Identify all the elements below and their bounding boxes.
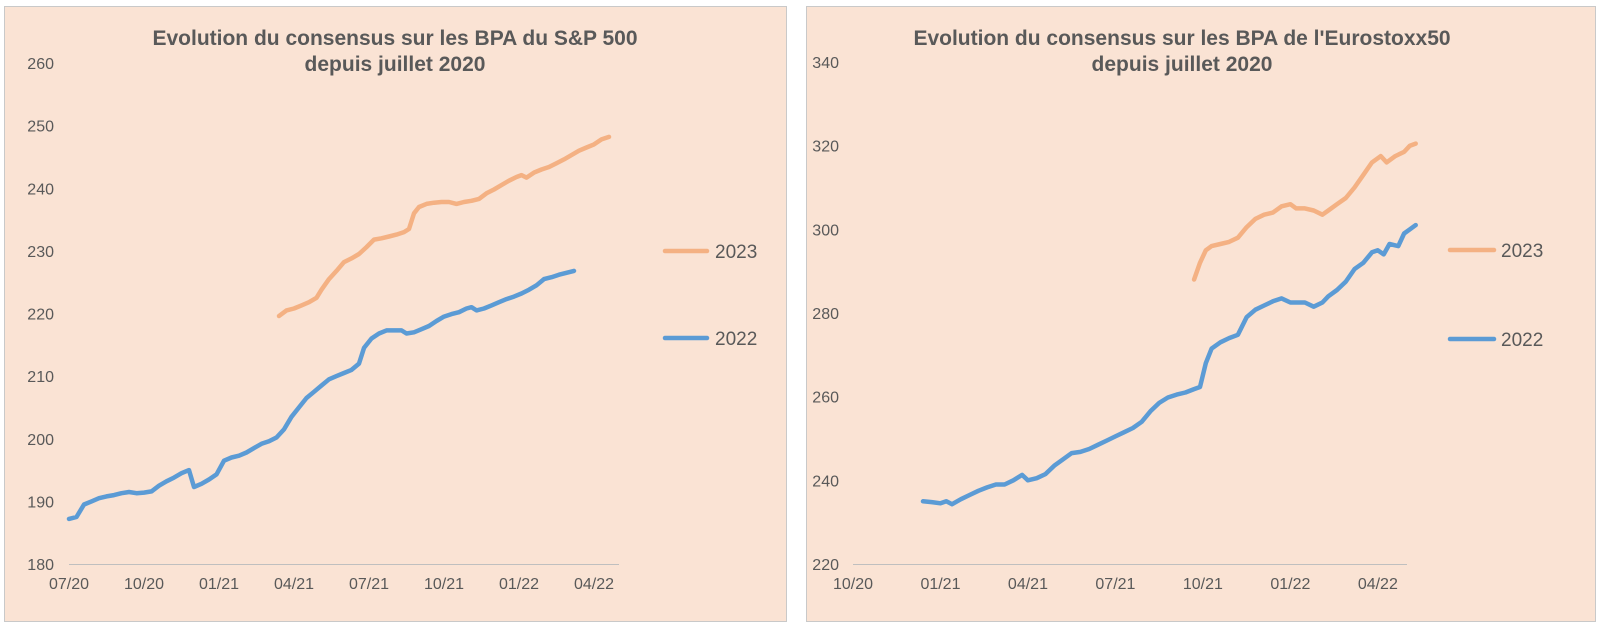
- y-tick-label: 180: [27, 557, 54, 574]
- y-tick-label: 240: [27, 181, 54, 198]
- y-tick-label: 260: [812, 390, 839, 407]
- series-line-2022: [920, 222, 1418, 507]
- y-tick-label: 200: [27, 432, 54, 449]
- y-tick-label: 220: [27, 307, 54, 324]
- x-tick-label: 10/21: [1183, 576, 1223, 593]
- x-tick-label: 10/20: [833, 576, 873, 593]
- y-tick-label: 220: [812, 557, 839, 574]
- chart-subtitle: depuis juillet 2020: [305, 53, 486, 76]
- x-tick-label: 01/22: [1270, 576, 1310, 593]
- y-tick-label: 240: [812, 473, 839, 490]
- x-tick-label: 10/20: [124, 576, 164, 593]
- legend-label-2022: 2022: [1501, 330, 1543, 351]
- x-tick-label: 01/21: [199, 576, 239, 593]
- y-tick-label: 190: [27, 494, 54, 511]
- series-line-2023: [1191, 141, 1418, 282]
- y-tick-label: 320: [812, 139, 839, 156]
- eurostoxx50-eps-chart: Evolution du consensus sur les BPA de l'…: [812, 27, 1543, 593]
- y-tick-label: 210: [27, 369, 54, 386]
- chart-title: Evolution du consensus sur les BPA du S&…: [152, 27, 637, 50]
- y-tick-label: 250: [27, 119, 54, 136]
- sp500-eps-chart: Evolution du consensus sur les BPA du S&…: [27, 27, 757, 593]
- x-tick-label: 04/21: [1008, 576, 1048, 593]
- chart-title: Evolution du consensus sur les BPA de l'…: [913, 27, 1450, 50]
- x-tick-label: 04/22: [574, 576, 614, 593]
- y-tick-label: 230: [27, 244, 54, 261]
- legend-label-2023: 2023: [715, 242, 757, 263]
- series-line-2023: [276, 134, 612, 319]
- x-tick-label: 07/21: [349, 576, 389, 593]
- chart-panel-sp500: Evolution du consensus sur les BPA du S&…: [4, 6, 787, 622]
- x-tick-label: 10/21: [424, 576, 464, 593]
- x-tick-label: 04/22: [1358, 576, 1398, 593]
- y-tick-label: 300: [812, 222, 839, 239]
- series-line-2022: [66, 268, 577, 522]
- chart-subtitle: depuis juillet 2020: [1092, 53, 1273, 76]
- x-tick-label: 01/21: [920, 576, 960, 593]
- chart-panel-eurostoxx50: Evolution du consensus sur les BPA de l'…: [806, 6, 1596, 622]
- legend-label-2023: 2023: [1501, 241, 1543, 262]
- y-tick-label: 260: [27, 56, 54, 73]
- x-tick-label: 04/21: [274, 576, 314, 593]
- x-tick-label: 07/21: [1095, 576, 1135, 593]
- y-tick-label: 280: [812, 306, 839, 323]
- y-tick-label: 340: [812, 55, 839, 72]
- x-tick-label: 07/20: [49, 576, 89, 593]
- x-tick-label: 01/22: [499, 576, 539, 593]
- legend-label-2022: 2022: [715, 329, 757, 350]
